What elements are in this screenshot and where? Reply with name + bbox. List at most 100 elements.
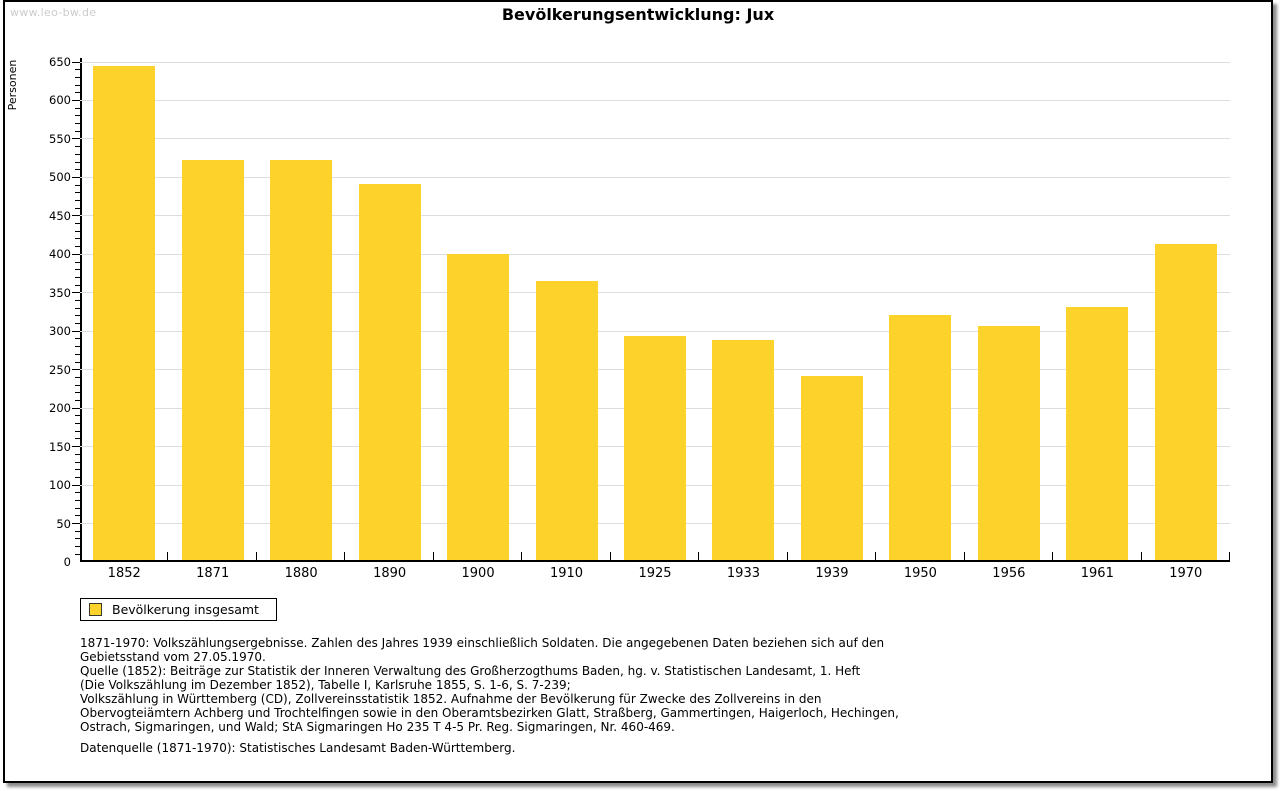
chart-panel: www.leo-bw.de Bevölkerungsentwicklung: J… (3, 0, 1273, 783)
x-boundary-tick (344, 552, 346, 560)
x-tick-label: 1956 (992, 566, 1026, 581)
bar (535, 281, 598, 560)
footnote-line: 1871-1970: Volkszählungsergebnisse. Zahl… (80, 636, 885, 650)
x-tick-label: 1933 (726, 566, 760, 581)
footnote-line: Gebietsstand vom 27.05.1970. (80, 650, 266, 664)
y-minor-tick (75, 230, 80, 232)
y-minor-tick (75, 438, 80, 440)
gridline (80, 215, 1230, 217)
y-minor-tick (75, 284, 80, 286)
y-minor-tick (75, 199, 80, 201)
y-minor-tick (75, 499, 80, 501)
bar (800, 375, 863, 560)
y-minor-tick (75, 399, 80, 401)
y-minor-tick (75, 353, 80, 355)
y-major-tick (72, 292, 80, 294)
gridline (80, 99, 1230, 101)
y-tick-label: 350 (49, 285, 71, 300)
x-tick-label: 1961 (1080, 566, 1114, 581)
y-minor-tick (75, 223, 80, 225)
y-minor-tick (75, 299, 80, 301)
gridline (80, 330, 1230, 332)
y-major-tick (72, 61, 80, 63)
y-minor-tick (75, 476, 80, 478)
bar (1154, 244, 1217, 560)
bar (624, 335, 686, 560)
y-tick-label: 650 (49, 55, 71, 69)
gridline (80, 61, 1230, 63)
x-tick-label: 1890 (373, 566, 407, 581)
y-minor-tick (75, 69, 80, 71)
bar (181, 160, 244, 560)
y-minor-tick (75, 192, 80, 194)
footnote-line: Obervogteiämtern Achberg und Trochtelfin… (80, 706, 899, 720)
x-tick-label: 1900 (461, 566, 495, 581)
y-tick-label: 100 (49, 478, 71, 493)
bar (270, 160, 333, 560)
x-tick-label: 1871 (196, 566, 230, 581)
y-minor-tick (75, 392, 80, 394)
datasource-note: Datenquelle (1871-1970): Statistisches L… (80, 741, 516, 755)
y-major-tick (72, 330, 80, 332)
y-major-tick (72, 446, 80, 448)
y-minor-tick (75, 546, 80, 548)
y-minor-tick (75, 146, 80, 148)
y-major-tick (72, 369, 80, 371)
x-boundary-tick (521, 552, 523, 560)
x-tick-label: 1970 (1169, 566, 1203, 581)
y-tick-label: 300 (49, 324, 71, 339)
y-minor-tick (75, 507, 80, 509)
y-minor-tick (75, 315, 80, 317)
y-major-tick (72, 253, 80, 255)
bar (358, 183, 421, 560)
x-tick-label: 1925 (638, 566, 672, 581)
footnotes: 1871-1970: Volkszählungsergebnisse. Zahl… (80, 636, 899, 734)
y-minor-tick (75, 84, 80, 86)
y-minor-tick (75, 115, 80, 117)
y-major-tick (72, 99, 80, 101)
legend-label: Bevölkerung insgesamt (112, 602, 259, 617)
x-tick-label: 1880 (284, 566, 318, 581)
y-tick-label: 400 (49, 247, 71, 262)
y-tick-label: 550 (49, 131, 71, 146)
x-axis-line (80, 560, 1230, 562)
x-boundary-tick (432, 552, 434, 560)
y-minor-tick (75, 123, 80, 125)
y-minor-tick (75, 130, 80, 132)
y-minor-tick (75, 361, 80, 363)
y-major-tick (72, 138, 80, 140)
x-boundary-tick (963, 552, 965, 560)
x-tick-label: 1852 (107, 566, 141, 581)
y-minor-tick (75, 538, 80, 540)
y-minor-tick (75, 261, 80, 263)
y-minor-tick (75, 276, 80, 278)
y-tick-label: 50 (56, 516, 71, 531)
footnote-line: Ostrach, Sigmaringen, und Wald; StA Sigm… (80, 720, 675, 734)
y-minor-tick (75, 430, 80, 432)
x-tick-label: 1950 (903, 566, 937, 581)
y-minor-tick (75, 469, 80, 471)
legend-swatch-icon (89, 603, 102, 616)
y-major-tick (72, 215, 80, 217)
footnote-line: Quelle (1852): Beiträge zur Statistik de… (80, 664, 861, 678)
y-tick-label: 200 (49, 401, 71, 416)
legend: Bevölkerung insgesamt (80, 598, 277, 621)
y-minor-tick (75, 323, 80, 325)
y-minor-tick (75, 92, 80, 94)
y-minor-tick (75, 415, 80, 417)
x-boundary-tick (1140, 552, 1142, 560)
x-boundary-tick (1229, 552, 1230, 560)
y-minor-tick (75, 423, 80, 425)
y-minor-tick (75, 530, 80, 532)
x-tick-label: 1910 (549, 566, 584, 581)
gridline (80, 176, 1230, 178)
chart-title: Bevölkerungsentwicklung: Jux (501, 5, 775, 24)
y-tick-label: 500 (49, 170, 71, 185)
bar (1066, 307, 1129, 560)
y-axis-line (80, 58, 82, 562)
y-minor-tick (75, 76, 80, 78)
y-minor-tick (75, 269, 80, 271)
y-minor-tick (75, 246, 80, 248)
footnote-line: (Die Volkszählung im Dezember 1852), Tab… (80, 678, 571, 692)
y-tick-label: 0 (63, 555, 71, 569)
